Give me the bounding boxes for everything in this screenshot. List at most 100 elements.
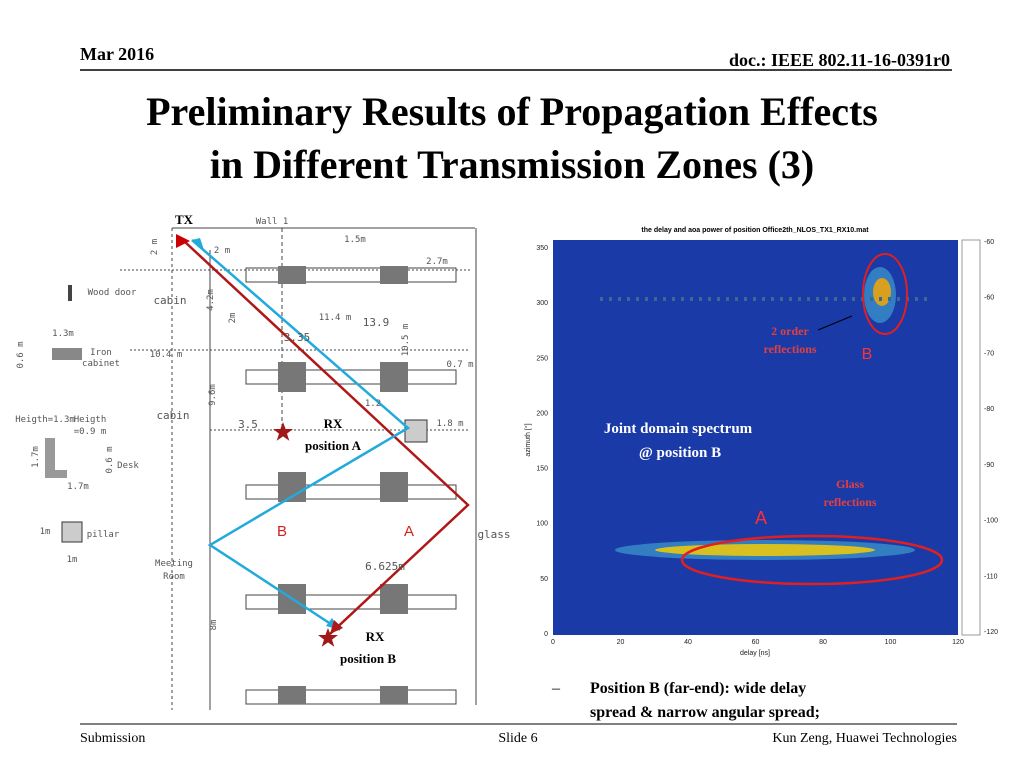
rx-marker — [273, 422, 293, 441]
colorbar-tick-label: -60 — [984, 295, 994, 302]
floor-plan-label: Heigth — [74, 415, 107, 425]
annotation: @ position B — [639, 445, 721, 461]
ray-path-a — [184, 241, 470, 635]
floor-plan-label: 0.6 m — [105, 446, 115, 473]
x-tick-label: 120 — [952, 639, 964, 646]
floor-plan-label: 0.6 m — [16, 341, 26, 368]
desk — [278, 266, 306, 284]
floor-plan-label: 13.9 — [363, 316, 390, 329]
desk — [380, 584, 408, 614]
y-tick-label: 300 — [536, 300, 548, 307]
floor-plan-label: =0.9 m — [74, 427, 107, 437]
annotation: reflections — [763, 342, 816, 356]
x-tick-label: 80 — [819, 639, 827, 646]
y-tick-label: 200 — [536, 410, 548, 417]
spectrum-title: the delay and aoa power of position Offi… — [641, 227, 869, 234]
floor-plan-label: TX — [175, 212, 194, 227]
desk — [245, 594, 457, 610]
annotation: 2 order — [771, 324, 809, 338]
colorbar — [961, 239, 981, 636]
floor-plan-label: 10.4 m — [150, 350, 183, 360]
y-tick-label: 250 — [536, 355, 548, 362]
title-line: Preliminary Results of Propagation Effec… — [146, 89, 878, 134]
floor-plan-label: 1.3m — [52, 329, 74, 339]
feature — [655, 544, 875, 556]
floor-plan-label: Meeting — [155, 559, 193, 569]
x-tick-label: 40 — [684, 639, 692, 646]
colorbar-tick-label: -80 — [984, 406, 994, 413]
x-axis-label: delay [ns] — [740, 650, 770, 657]
y-tick-label: 350 — [536, 245, 548, 252]
floor-plan-label: 1m — [40, 527, 51, 537]
desk — [245, 369, 457, 385]
floor-plan — [45, 227, 477, 710]
floor-plan-label: cabin — [156, 409, 189, 422]
annotation: Glass — [836, 477, 864, 491]
floor-plan-label: Wall 1 — [256, 217, 289, 227]
x-tick-label: 0 — [551, 639, 555, 646]
floor-plan-label: Iron — [90, 348, 112, 358]
y-tick-label: 50 — [540, 576, 548, 583]
arrow-head — [192, 238, 204, 250]
y-tick-label: 100 — [536, 521, 548, 528]
header-date: Mar 2016 — [80, 44, 154, 64]
floor-plan-label: 2 m — [214, 246, 230, 256]
desk — [245, 689, 457, 705]
floor-plan-label: 2.7m — [426, 257, 448, 267]
floor-plan-label: 1.2 — [365, 399, 381, 409]
desk — [245, 484, 457, 500]
floor-plan-label: 1.7m — [31, 446, 41, 468]
floor-plan-label: 8m — [209, 620, 219, 631]
colorbar-tick-label: -120 — [984, 629, 998, 636]
floor-plan-label: 1.7m — [67, 482, 89, 492]
floor-plan-label: 1.8 m — [436, 419, 463, 429]
floor-plan-label: position A — [305, 438, 362, 453]
floor-plan-label: 2m — [228, 313, 238, 324]
x-tick-label: 100 — [885, 639, 897, 646]
desk — [380, 686, 408, 704]
highlight-b — [862, 253, 908, 335]
y-axis-label: azimuth [°] — [524, 423, 532, 456]
pillar-legend — [61, 521, 83, 543]
annotation: B — [862, 346, 873, 363]
floor-plan-label: RX — [324, 416, 343, 431]
floor-plan-label: 1.5m — [344, 235, 366, 245]
desk — [278, 686, 306, 704]
floor-plan-label: 10.5 m — [401, 324, 411, 357]
floor-plan-label: 0.7 m — [446, 360, 473, 370]
colorbar-tick-label: -70 — [984, 350, 994, 357]
floor-plan-label: B — [277, 523, 287, 540]
annotation: reflections — [823, 495, 876, 509]
floor-plan-label: cabinet — [82, 359, 120, 369]
highlight-a — [680, 534, 944, 586]
y-tick-label: 0 — [544, 631, 548, 638]
desk-legend — [45, 438, 67, 478]
floor-plan-label: 1m — [67, 555, 78, 565]
y-tick-label: 150 — [536, 466, 548, 473]
colorbar-tick-label: -100 — [984, 518, 998, 525]
feature — [873, 278, 891, 306]
annotation: A — [755, 508, 767, 528]
floor-plan-label: A — [404, 523, 414, 540]
floor-plan-label: Heigth=1.3m — [15, 415, 75, 425]
colorbar-tick-label: -60 — [984, 239, 994, 246]
pillar — [404, 419, 428, 443]
desk — [380, 472, 408, 502]
rx-marker — [318, 628, 338, 647]
colorbar-tick-label: -90 — [984, 462, 994, 469]
spectrum-features — [600, 253, 944, 586]
desk-rows — [45, 266, 457, 705]
footer-center: Slide 6 — [498, 731, 537, 746]
spectrum-ticks: 0 20 40 60 80 100 120 0 50 100 150 200 250 300 350 -60 -… — [536, 239, 998, 646]
desk — [380, 266, 408, 284]
floor-plan-label: 4.2m — [206, 289, 216, 311]
title-line: in Different Transmission Zones (3) — [210, 142, 814, 187]
bullet-text: spread & narrow angular spread; — [590, 704, 820, 721]
floor-plan-label: RX — [366, 629, 385, 644]
x-tick-label: 60 — [752, 639, 760, 646]
floor-plan-label: Desk — [117, 461, 139, 471]
colorbar-tick-label: -110 — [984, 573, 998, 580]
footer-left: Submission — [80, 731, 145, 746]
floor-plan-label: Wood door — [88, 288, 137, 298]
